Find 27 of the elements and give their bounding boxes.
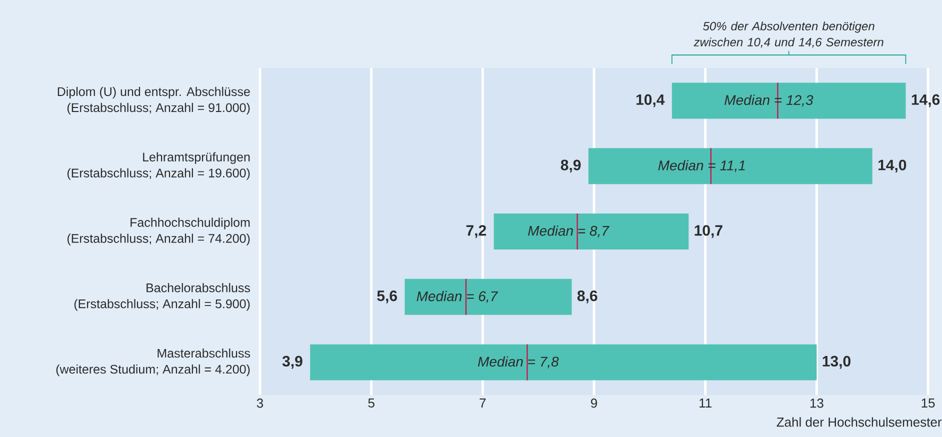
y-tick-label: Lehramtsprüfungen (Erstabschluss; Anzahl = 19.600)	[67, 152, 250, 180]
y-tick-label: Bachelorabschluss (Erstabschluss; Anzahl = 5.900)	[74, 283, 250, 311]
x-tick-label: 5	[368, 398, 374, 408]
x-tick-label: 9	[591, 398, 598, 408]
x-tick-label: 11	[700, 398, 712, 408]
annotation: 10,7	[694, 225, 722, 238]
text: 50% der Absolventen benötigen zwischen 10,4 und 14,6 Semestern	[694, 22, 884, 48]
annotation: 14,0	[878, 160, 906, 173]
y-tick-label: Masterabschluss (weiteres Studium; Anzahl = 4.200)	[56, 348, 250, 376]
annotation: Median = 8,7	[528, 226, 610, 238]
annotation: 10,4	[636, 94, 665, 108]
annotation: Median = 6,7	[416, 290, 498, 303]
y-tick-label: Fachhochschuldiplom (Erstabschluss; Anzahl = 74.200)	[67, 218, 250, 246]
annotation: 7,2	[466, 225, 486, 238]
annotation: 14,6	[912, 94, 940, 108]
annotation: 5,6	[377, 290, 397, 304]
x-tick-label: 3	[256, 398, 264, 408]
x-tick-label: 15	[922, 398, 935, 408]
annotation: Median = 7,8	[478, 356, 559, 368]
annotation: 8,9	[560, 160, 581, 173]
annotation: 8,6	[577, 290, 598, 304]
y-tick-label: Diplom (U) und entspr. Abschlüsse (Erstabschluss; Anzahl = 91.000)	[58, 86, 250, 115]
x-tick-label: 7	[480, 398, 486, 408]
annotation: 3,9	[282, 356, 302, 369]
x-axis-title: Zahl der Hochschulsemester	[776, 417, 942, 427]
x-tick-label: 13	[810, 398, 824, 408]
annotation: 13,0	[822, 356, 850, 369]
